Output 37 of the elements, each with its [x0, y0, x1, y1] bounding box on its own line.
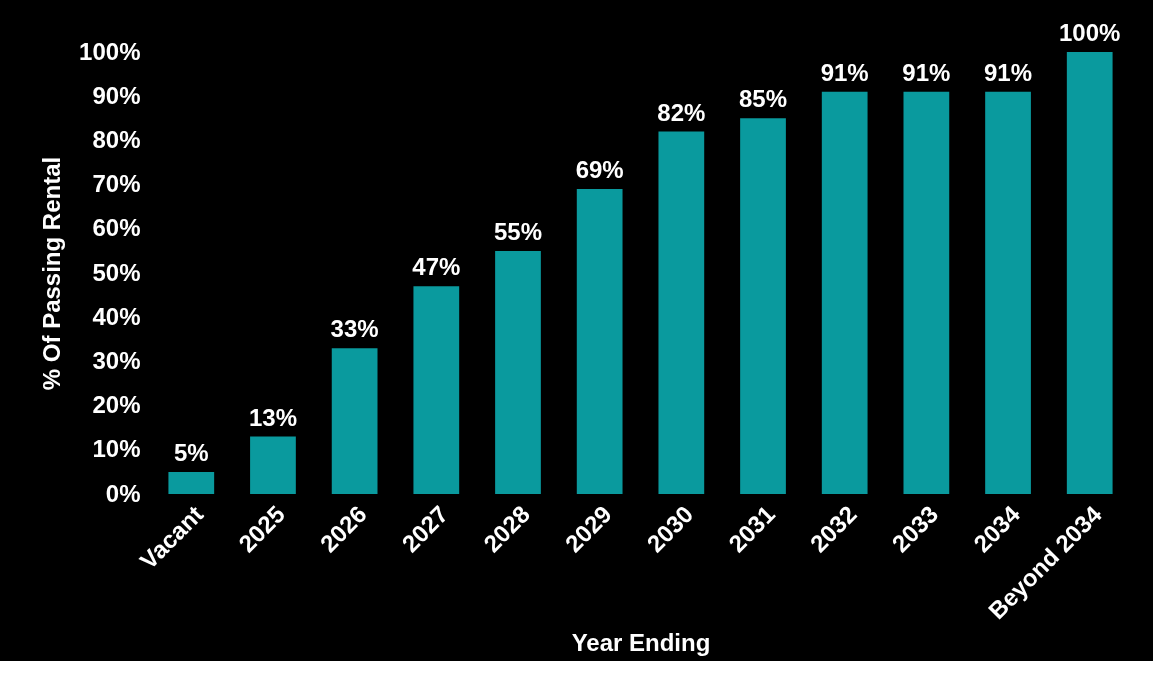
bar	[576, 189, 623, 494]
y-tick-label: 20%	[92, 391, 141, 419]
y-tick-label: 60%	[92, 214, 141, 242]
bar	[821, 91, 868, 494]
bar	[658, 131, 705, 494]
bar	[1066, 52, 1113, 494]
bar	[168, 471, 215, 494]
y-tick-label: 40%	[92, 302, 141, 330]
y-tick-label: 90%	[92, 81, 141, 109]
bar	[413, 286, 460, 494]
y-tick-label: 80%	[92, 125, 141, 153]
data-label: 33%	[330, 315, 379, 343]
y-tick-label: 10%	[92, 435, 141, 463]
data-label: 69%	[575, 156, 624, 184]
y-tick-label: 100%	[79, 37, 141, 65]
bar	[985, 91, 1031, 494]
data-label: 85%	[738, 85, 788, 113]
data-label: 82%	[657, 98, 706, 126]
y-tick-label: 30%	[92, 346, 141, 374]
bar	[331, 348, 378, 494]
data-label: 91%	[902, 58, 951, 86]
bar	[740, 118, 786, 494]
data-label: 91%	[984, 58, 1033, 86]
y-axis-title: % Of Passing Rental	[38, 156, 66, 391]
data-label: 91%	[820, 58, 869, 86]
bar	[250, 436, 296, 494]
data-label: 5%	[173, 438, 209, 466]
data-label: 47%	[412, 253, 461, 281]
y-tick-label: 0%	[105, 479, 141, 507]
bar	[903, 91, 950, 494]
x-axis-title: Year Ending	[571, 629, 711, 657]
y-tick-label: 70%	[92, 170, 141, 198]
data-label: 13%	[248, 403, 297, 431]
data-label: 55%	[493, 217, 543, 245]
data-label: 100%	[1059, 19, 1121, 46]
y-tick-label: 50%	[92, 258, 141, 286]
bar	[495, 250, 541, 494]
